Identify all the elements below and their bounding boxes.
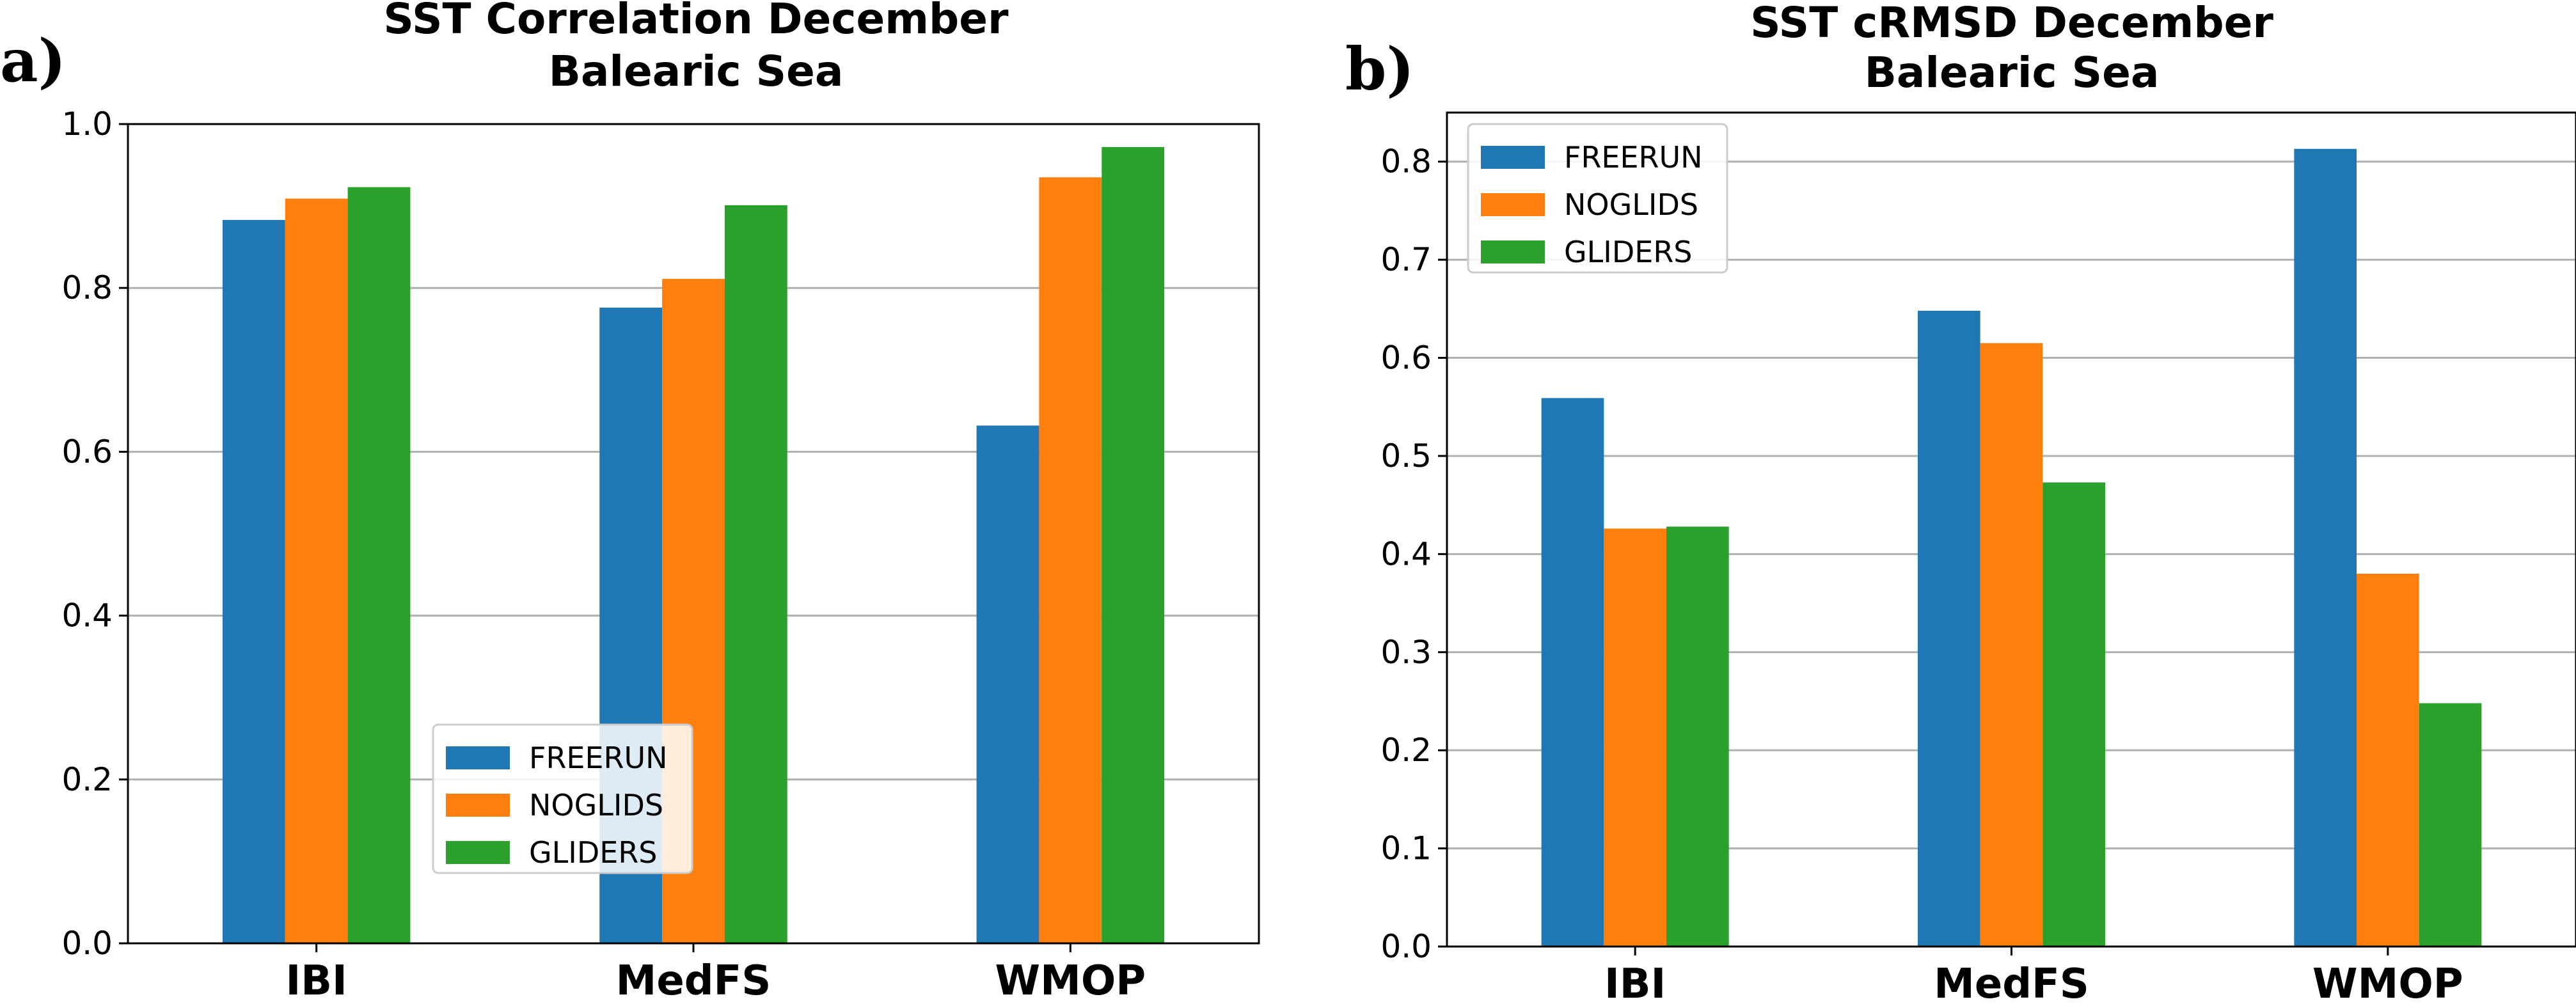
bar-noglids-medfs	[1980, 343, 2043, 947]
x-tick-label: IBI	[1604, 961, 1666, 1006]
legend-swatch-gliders	[446, 841, 510, 864]
bar-noglids-ibi	[285, 198, 348, 943]
bar-gliders-wmop	[2419, 703, 2482, 947]
bar-gliders-ibi	[347, 187, 411, 944]
chart-title: SST cRMSD December	[1750, 0, 2273, 47]
legend-swatch-gliders	[1481, 240, 1545, 263]
y-tick-label: 0.7	[1380, 241, 1432, 278]
legend-label-freerun: FREERUN	[1564, 140, 1703, 175]
axes-frame	[1446, 111, 2576, 948]
x-tick-label: WMOP	[2312, 961, 2463, 1006]
bar-gliders-wmop	[1102, 146, 1165, 943]
legend-label-freerun: FREERUN	[529, 741, 668, 775]
bar-noglids-ibi	[1604, 528, 1666, 947]
y-tick-label: 0.2	[61, 761, 113, 798]
bar-freerun-ibi	[1541, 398, 1604, 947]
legend-label-noglids: NOGLIDS	[1564, 187, 1698, 222]
x-tick-label: IBI	[285, 957, 347, 1005]
bar-gliders-medfs	[724, 205, 787, 944]
y-tick-label: 0.8	[61, 269, 113, 306]
y-tick-label: 0.6	[61, 433, 113, 470]
legend-swatch-noglids	[446, 794, 510, 817]
y-tick-label: 0.2	[1380, 732, 1432, 769]
bar-gliders-ibi	[1666, 526, 1729, 947]
bar-gliders-medfs	[2043, 482, 2105, 947]
bar-freerun-wmop	[2294, 148, 2357, 947]
legend: FREERUN NOGLIDS GLIDERS	[432, 723, 693, 874]
legend-swatch-freerun	[1481, 146, 1545, 169]
y-tick-label: 0.0	[1380, 928, 1432, 965]
axes-frame	[127, 123, 1260, 945]
chart-title: SST Correlation December	[383, 0, 1009, 43]
chart-subtitle: Balearic Sea	[549, 47, 844, 96]
panel-label: a)	[0, 26, 66, 95]
legend-swatch-freerun	[446, 746, 510, 769]
y-tick-label: 1.0	[61, 106, 113, 143]
bar-noglids-wmop	[1039, 177, 1102, 943]
y-tick-label: 0.5	[1380, 437, 1432, 475]
x-tick-label: MedFS	[1934, 961, 2089, 1006]
legend-label-gliders: GLIDERS	[529, 835, 658, 870]
bar-noglids-wmop	[2357, 574, 2419, 947]
y-tick-label: 0.3	[1380, 634, 1432, 671]
chart-subtitle: Balearic Sea	[1865, 48, 2160, 97]
y-tick-label: 0.4	[61, 597, 113, 634]
legend-swatch-noglids	[1481, 193, 1545, 216]
y-tick-label: 0.0	[61, 925, 113, 962]
y-tick-label: 0.1	[1380, 830, 1432, 867]
y-tick-label: 0.4	[1380, 535, 1432, 572]
x-tick-label: MedFS	[616, 957, 771, 1005]
bar-freerun-medfs	[1918, 310, 1980, 947]
x-tick-label: WMOP	[995, 957, 1146, 1005]
panel-label: b)	[1345, 35, 1414, 104]
legend-label-gliders: GLIDERS	[1564, 235, 1693, 269]
legend-label-noglids: NOGLIDS	[529, 788, 663, 822]
bar-freerun-ibi	[222, 219, 285, 944]
legend: FREERUN NOGLIDS GLIDERS	[1467, 123, 1728, 274]
y-tick-label: 0.6	[1380, 340, 1432, 377]
bar-freerun-wmop	[976, 425, 1039, 943]
y-tick-label: 0.8	[1380, 143, 1432, 180]
